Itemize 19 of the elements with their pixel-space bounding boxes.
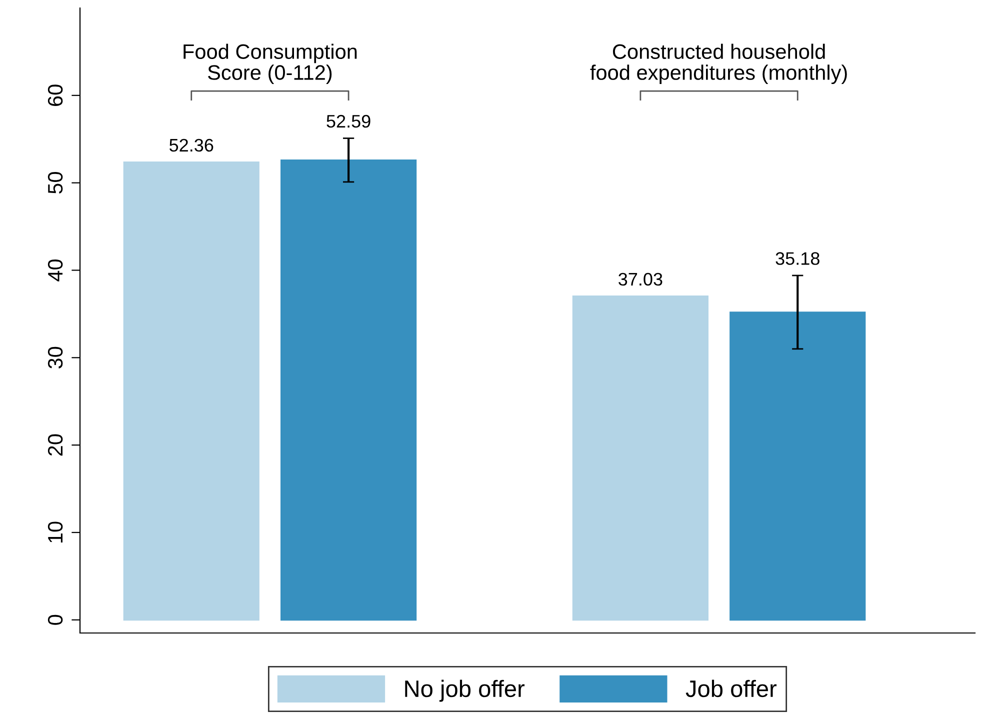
y-tick-label: 50 <box>48 172 63 194</box>
data-label: 37.03 <box>618 272 662 286</box>
y-tick-label: 10 <box>48 522 63 542</box>
bar <box>123 162 260 621</box>
x-tick-label: Constructed household food expenditures (monthly) <box>590 44 847 84</box>
bar <box>572 296 708 621</box>
y-tick-label: 0 <box>48 614 63 625</box>
legend-label: No job offer <box>405 680 524 702</box>
data-label: 52.36 <box>170 138 214 152</box>
legend-label: Job offer <box>686 680 777 698</box>
bar <box>730 312 866 621</box>
data-label: 52.59 <box>326 114 370 128</box>
y-tick-label: 30 <box>48 346 63 368</box>
data-label: 35.18 <box>776 252 820 265</box>
y-tick-label: 20 <box>48 434 63 456</box>
y-tick-label: 40 <box>48 259 63 282</box>
x-tick-label: Food Consumption Score (0-112) <box>184 44 357 84</box>
bar <box>280 159 417 621</box>
y-tick-label: 60 <box>48 84 63 106</box>
